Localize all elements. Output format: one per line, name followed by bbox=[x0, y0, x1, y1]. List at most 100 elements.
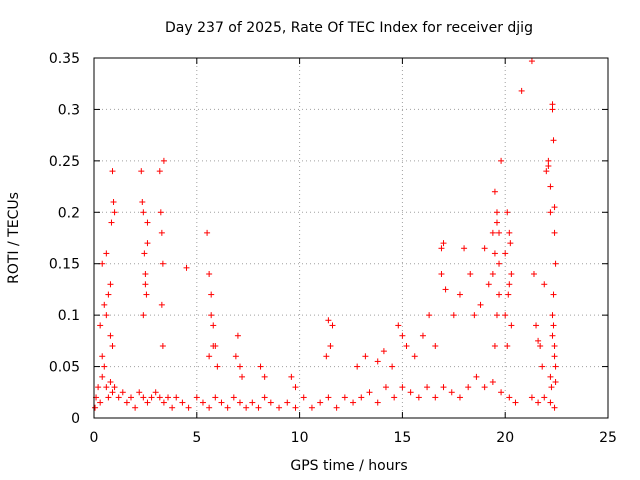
data-point bbox=[545, 157, 552, 164]
y-tick-label: 0.25 bbox=[49, 154, 80, 170]
data-point bbox=[101, 363, 108, 370]
data-point bbox=[491, 250, 498, 257]
data-point bbox=[438, 245, 445, 252]
y-tick-label: 0.05 bbox=[49, 360, 80, 376]
y-tick-label: 0.15 bbox=[49, 257, 80, 273]
data-point bbox=[107, 281, 114, 288]
data-point bbox=[362, 353, 369, 360]
data-point bbox=[456, 291, 463, 298]
data-point bbox=[327, 343, 334, 349]
data-point bbox=[99, 353, 106, 360]
data-point bbox=[138, 168, 145, 175]
data-point bbox=[208, 291, 215, 298]
data-point bbox=[366, 389, 373, 396]
data-point bbox=[267, 399, 274, 406]
data-point bbox=[109, 168, 116, 175]
data-point bbox=[391, 394, 398, 401]
data-point bbox=[512, 399, 519, 406]
data-point bbox=[105, 291, 112, 298]
data-point bbox=[292, 404, 299, 411]
data-point bbox=[473, 373, 480, 380]
chart-title: Day 237 of 2025, Rate Of TEC Index for r… bbox=[165, 20, 533, 36]
data-point bbox=[374, 399, 381, 406]
data-point bbox=[395, 322, 402, 329]
data-point bbox=[477, 301, 484, 308]
plot-frame bbox=[93, 57, 609, 419]
data-point bbox=[204, 229, 211, 236]
data-point bbox=[502, 312, 509, 319]
data-point bbox=[440, 240, 447, 247]
data-point bbox=[489, 271, 496, 277]
data-point bbox=[329, 322, 336, 329]
data-point bbox=[541, 281, 548, 288]
data-point bbox=[142, 281, 149, 288]
data-point bbox=[159, 343, 166, 349]
data-point bbox=[99, 260, 106, 267]
data-point bbox=[99, 373, 106, 380]
data-point bbox=[551, 229, 558, 236]
data-point bbox=[481, 384, 488, 391]
data-point bbox=[552, 363, 559, 370]
data-point bbox=[518, 87, 525, 94]
data-point bbox=[284, 399, 291, 406]
data-point bbox=[239, 373, 246, 380]
data-point bbox=[549, 312, 556, 319]
data-point bbox=[158, 301, 165, 308]
data-point bbox=[119, 389, 126, 396]
data-point bbox=[325, 394, 332, 401]
data-point bbox=[465, 384, 472, 391]
data-point bbox=[141, 250, 148, 257]
data-point bbox=[323, 353, 330, 360]
data-point bbox=[389, 363, 396, 370]
data-point bbox=[450, 312, 457, 319]
data-points bbox=[92, 58, 559, 411]
x-axis-ticks: 0 5 10 15 20 25 bbox=[90, 58, 617, 446]
data-point bbox=[508, 322, 515, 329]
data-point bbox=[139, 199, 146, 205]
data-point bbox=[140, 209, 147, 216]
data-point bbox=[105, 394, 112, 401]
data-point bbox=[541, 394, 548, 401]
data-point bbox=[148, 394, 155, 401]
x-tick-label: 20 bbox=[496, 430, 514, 446]
data-point bbox=[432, 343, 439, 349]
data-point bbox=[399, 384, 406, 391]
y-tick-label: 0.35 bbox=[49, 51, 80, 67]
data-point bbox=[261, 394, 268, 401]
data-point bbox=[403, 343, 410, 349]
data-point bbox=[528, 394, 535, 401]
data-point bbox=[234, 332, 241, 339]
data-point bbox=[537, 343, 544, 349]
data-point bbox=[551, 404, 558, 411]
x-tick-label: 0 bbox=[90, 430, 99, 446]
data-point bbox=[508, 271, 515, 277]
data-point bbox=[103, 312, 110, 319]
data-point bbox=[481, 245, 488, 252]
data-point bbox=[432, 394, 439, 401]
data-point bbox=[156, 394, 163, 401]
data-point bbox=[489, 229, 496, 236]
data-point bbox=[169, 404, 176, 411]
data-point bbox=[208, 312, 215, 319]
data-point bbox=[411, 353, 418, 360]
data-point bbox=[491, 343, 498, 349]
y-tick-label: 0.2 bbox=[58, 205, 80, 221]
data-point bbox=[493, 219, 500, 226]
data-point bbox=[493, 209, 500, 216]
data-point bbox=[308, 404, 315, 411]
grid-lines bbox=[94, 58, 608, 418]
data-point bbox=[144, 240, 151, 247]
data-point bbox=[456, 394, 463, 401]
data-point bbox=[382, 384, 389, 391]
data-point bbox=[107, 332, 114, 339]
data-point bbox=[539, 363, 546, 370]
data-point bbox=[101, 301, 108, 308]
data-point bbox=[214, 363, 221, 370]
data-point bbox=[380, 348, 387, 355]
data-point bbox=[550, 291, 557, 298]
data-point bbox=[551, 343, 558, 349]
data-point bbox=[97, 399, 104, 406]
data-point bbox=[115, 394, 122, 401]
data-point bbox=[530, 271, 537, 277]
data-point bbox=[506, 394, 513, 401]
